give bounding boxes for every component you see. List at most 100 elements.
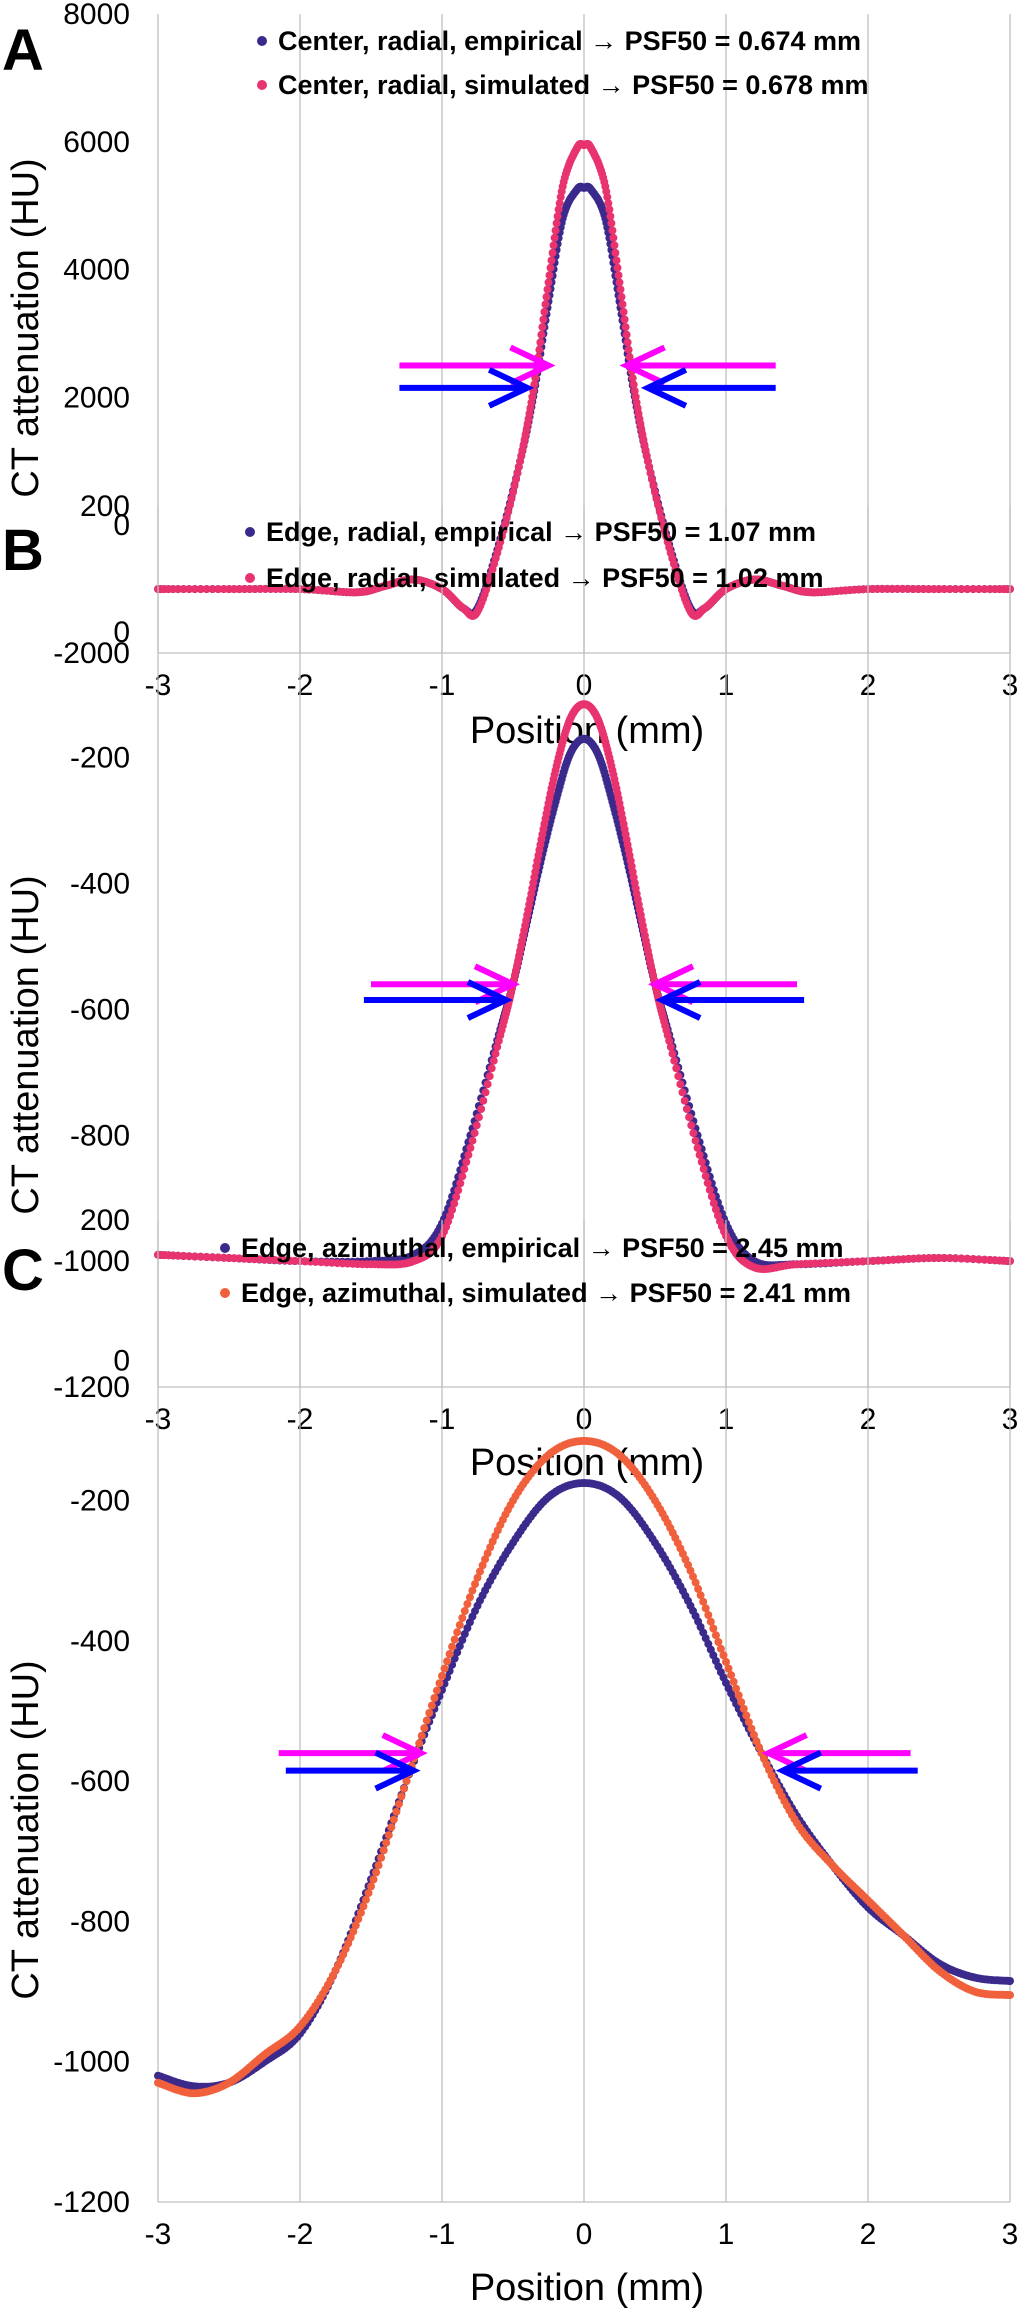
panel-a-series-1-point [628, 374, 637, 383]
panel-b-series-1-point [454, 1186, 463, 1195]
panel-a-series-1-point [505, 501, 514, 510]
panel-c-series-1-point [438, 1671, 446, 1680]
panel-a-series-1-point [630, 386, 639, 395]
panel-a-arrow-1 [399, 367, 535, 409]
panel-c-series-1-point [372, 1868, 381, 1877]
legend-a-0-marker [257, 36, 267, 46]
panel-c-series-1-point [694, 1584, 703, 1593]
arrow-head [640, 367, 688, 409]
legend-c-1-label: Edge, azimuthal, simulated → PSF50 = 2.4… [241, 1278, 851, 1308]
panel-a-series-1-point [542, 292, 551, 301]
panel-c-series-1-point [364, 1889, 373, 1898]
panel-a-series-1-point [546, 263, 555, 272]
panel-b-series-1-point [665, 1036, 674, 1045]
panel-b-ytick-label: -200 [70, 742, 130, 775]
panel-c: C -3 -2 -1 0 1 2 3 -1200 -1000 -800 -600 -400 -200 0 2… [2, 1204, 1017, 2309]
panel-a-series-1-point [513, 469, 522, 478]
panel-a-series-1-point [617, 292, 626, 301]
panel-a-series-1-point [202, 585, 211, 594]
panel-c-series-1-point [425, 1709, 434, 1717]
panel-c-series-1-point [737, 1698, 746, 1707]
panel-b-ytick-label: 0 [113, 616, 130, 649]
panel-c-series-1-point [455, 1621, 464, 1630]
panel-b-series-1 [154, 700, 1014, 1274]
panel-b-series-1-point [668, 1049, 677, 1058]
panel-b-series-1-point [460, 1165, 469, 1174]
panel-b-series-1-point [682, 1105, 691, 1113]
panel-c-series-1-point [709, 1624, 718, 1633]
panel-c-series-1-point [749, 1730, 758, 1739]
panel-c-series-1-point [379, 1846, 388, 1855]
panel-c-series-0-point [458, 1636, 467, 1644]
panel-a-series-1-point [611, 248, 620, 257]
panel-c-series-1-point [747, 1724, 756, 1733]
panel-c-series-1-point [458, 1614, 467, 1622]
panel-c-series-1-point [387, 1823, 396, 1832]
panel-a-series-1-point [536, 338, 545, 347]
panel-c-series-1-point [734, 1691, 743, 1700]
panel-b-ytick-label: -600 [70, 993, 130, 1026]
legend-b-0-marker [245, 527, 255, 537]
panel-c-series-1-point [460, 1607, 469, 1615]
panel-c-series-1-point [471, 1580, 479, 1589]
panel-b-series-1-point [672, 1064, 681, 1073]
panel-b-letter: B [2, 518, 44, 583]
panel-b-series-1-point [693, 1143, 702, 1152]
panel-a-ytick-label: 8000 [63, 0, 130, 31]
panel-b-series-1-point [179, 1252, 188, 1260]
panel-c-series-1-point [453, 1628, 462, 1637]
panel-a-series-1-point [605, 205, 614, 214]
panel-a-series-1-point [547, 256, 556, 265]
panel-a-series-1-point [654, 501, 663, 510]
panel-b-series-1-point [452, 1193, 461, 1201]
panel-a-series-1-point [645, 463, 654, 472]
panel-b-series-1-point [470, 1129, 479, 1138]
panel-b-series-1-point [951, 1254, 960, 1263]
panel-c-grid [157, 1220, 1011, 2202]
panel-c-series-1-point [696, 1591, 705, 1600]
panel-c-series-1-point [732, 1684, 741, 1693]
panel-c-series-0-point [453, 1648, 462, 1657]
panel-c-series-1-point [473, 1573, 482, 1582]
panel-b-series-1-point [481, 1088, 490, 1097]
panel-b-series-1-point [701, 1172, 710, 1181]
panel-b-series-1-point [477, 1105, 486, 1113]
panel-b-series-1-point [687, 1121, 696, 1130]
panel-a-series-1-point [208, 585, 217, 594]
arrow-head [509, 344, 556, 387]
panel-b-series-1-point [957, 1254, 966, 1263]
panel-b-series-1-point [691, 1136, 700, 1145]
panel-c-letter: C [2, 1238, 44, 1303]
panel-c-series-1-point [392, 1807, 401, 1816]
panel-a-series-1-point [507, 494, 516, 503]
panel-c-series-1-point [397, 1792, 406, 1801]
panel-b-series-1-point [479, 1096, 488, 1105]
panel-c-series-1-point [389, 1815, 398, 1824]
panel-a-series-1-point [537, 330, 546, 339]
panel-c-ytick-label: -600 [70, 1765, 130, 1798]
arrow-head [775, 1749, 823, 1792]
panel-c-ytick-label: -200 [70, 1485, 130, 1518]
panel-c-series-1-point [481, 1555, 490, 1564]
panel-c-series-1-point [435, 1679, 444, 1688]
panel-c-ytick-label: -1000 [53, 2046, 130, 2079]
panel-c-series-1-point [744, 1718, 753, 1727]
panel-a-series-1-point [613, 263, 622, 272]
panel-c-series-1-point [361, 1895, 370, 1904]
panel-b-arrow-2 [647, 963, 797, 1005]
panel-b-legend: Edge, radial, empirical → PSF50 = 1.07 m… [245, 517, 823, 593]
panel-a-series-1-point [548, 248, 557, 257]
panel-b-series-1-point [450, 1199, 459, 1208]
panel-a-series-1-point [963, 585, 972, 594]
panel-b-series-1-point [674, 1072, 683, 1081]
panel-b-series-1-point [707, 1192, 716, 1201]
panel-a-series-1-point [550, 233, 559, 242]
panel-c-series-1-point [432, 1686, 441, 1695]
panel-a-series-1-point [969, 585, 978, 594]
panel-a-series-1-point [530, 380, 539, 389]
panel-c-series-0-point [1006, 1977, 1014, 1985]
panel-a-series-1-point [549, 241, 558, 250]
panel-b-series-1-point [678, 1088, 687, 1097]
panel-b-ytick-label: -400 [70, 868, 130, 901]
